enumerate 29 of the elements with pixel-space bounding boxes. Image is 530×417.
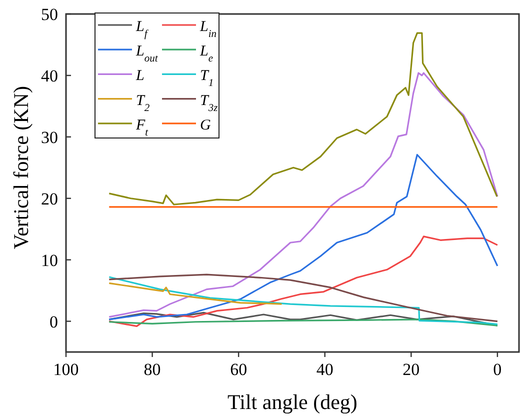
legend-label: L$_{f}$ [135,19,150,40]
legend-label: L [135,68,144,84]
x-tick-label: 0 [493,360,502,379]
line-series [108,236,498,327]
x-tick-label: 100 [53,360,79,379]
legend-label: T$_{3z}$ [200,92,218,114]
y-tick-label: 0 [50,312,58,332]
line-series [108,72,498,318]
x-axis-title: Tilt angle (deg) [228,390,358,414]
legend-label: G [200,117,211,134]
y-tick-label: 50 [41,5,58,24]
legend-label: T$_{2}$ [136,92,150,114]
legend-label: L$_{e}$ [199,44,214,64]
y-tick-label: 40 [41,66,58,86]
legend-label: F$_{t}$ [135,117,150,138]
legend-label: L$_{in}$ [199,19,217,40]
x-tick-label: 20 [402,360,420,379]
y-axis-title: Vertical force (KN) [9,86,33,250]
legend-label: L$_{out}$ [135,44,159,64]
line-series [108,318,498,326]
x-tick-label: 80 [144,360,161,379]
line-series [108,282,283,305]
legend-label: T$_{1}$ [200,68,214,89]
line-series [108,154,498,320]
y-tick-label: 30 [41,128,58,147]
y-tick-label: 20 [41,189,58,208]
x-tick-label: 60 [230,360,248,379]
y-tick-label: 10 [41,250,58,270]
x-tick-label: 40 [316,360,334,379]
